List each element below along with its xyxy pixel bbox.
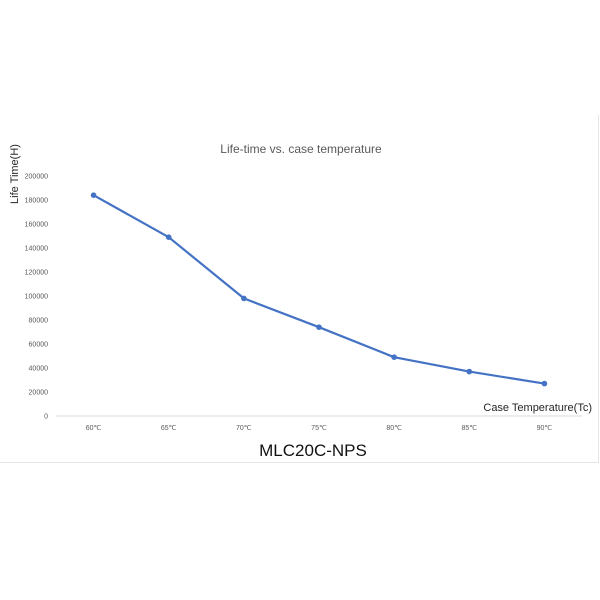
y-tick-label: 100000: [25, 294, 48, 301]
y-tick-label: 20000: [29, 390, 49, 397]
chart-caption: MLC20C-NPS: [259, 441, 367, 460]
y-tick-label: 60000: [29, 342, 49, 349]
x-axis-label: Case Temperature(Tc): [483, 402, 592, 414]
x-tick-label: 80℃: [386, 425, 402, 432]
y-tick-label: 80000: [29, 318, 49, 325]
y-tick-label: 140000: [25, 246, 48, 253]
y-axis-label: Life Time(H): [9, 144, 21, 204]
x-tick-label: 75℃: [311, 425, 327, 432]
data-point: [541, 380, 548, 387]
y-tick-label: 0: [44, 414, 48, 421]
data-point: [391, 354, 397, 361]
data-point: [90, 192, 97, 198]
y-tick-label: 160000: [25, 222, 48, 229]
x-tick-label: 65℃: [161, 425, 177, 432]
y-tick-label: 180000: [25, 198, 48, 205]
data-point: [316, 324, 322, 331]
series-line: [92, 194, 546, 385]
x-tick-label: 70℃: [236, 425, 252, 432]
y-tick-label: 120000: [25, 270, 48, 277]
data-point: [241, 295, 247, 302]
chart-title: Life-time vs. case temperature: [220, 142, 382, 156]
x-tick-label: 90℃: [537, 425, 553, 432]
data-point: [165, 234, 172, 240]
x-tick-label: 60℃: [86, 425, 102, 432]
data-point: [466, 368, 473, 375]
x-tick-label: 85℃: [461, 425, 477, 432]
chart-panel-frame: [0, 115, 599, 463]
y-tick-label: 200000: [25, 174, 48, 181]
y-tick-label: 40000: [29, 366, 49, 373]
